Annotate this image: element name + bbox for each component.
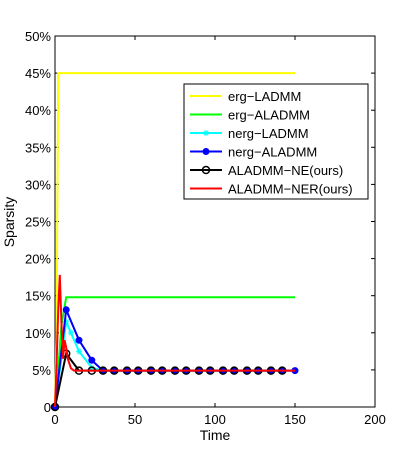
y-tick-label: 45% <box>25 66 51 81</box>
legend-label: erg−LADMM <box>228 89 301 104</box>
legend-marker <box>202 148 210 155</box>
axis-ticks: 0 50 100 150 200 0 5% 10% 15% 20% 25% 30% 35% 40% 45% 5… <box>25 29 386 427</box>
x-tick-label: 50 <box>128 412 142 427</box>
series-group <box>54 274 295 408</box>
x-tick-label: 100 <box>204 412 226 427</box>
data-point <box>88 356 96 364</box>
y-tick-label: 10% <box>25 326 51 341</box>
legend-label: erg−ALADMM <box>228 108 310 123</box>
y-axis-label: Sparsity <box>1 197 17 248</box>
x-tick-label: 0 <box>51 412 58 427</box>
y-tick-label: 5% <box>32 363 51 378</box>
data-point <box>76 348 82 355</box>
legend-label: ALADMM−NER(ours) <box>228 182 353 197</box>
x-tick-label: 200 <box>364 412 386 427</box>
y-tick-label: 40% <box>25 103 51 118</box>
data-point <box>62 306 70 314</box>
legend-label: nerg−LADMM <box>228 126 309 141</box>
series-layer <box>50 72 299 412</box>
data-point <box>63 318 70 325</box>
y-tick-label: 25% <box>25 215 51 230</box>
legend-label: ALADMM−NE(ours) <box>228 163 343 178</box>
x-tick-label: 150 <box>284 412 306 427</box>
legend-box <box>183 83 369 200</box>
y-tick-label: 20% <box>25 252 51 267</box>
y-tick-label: 35% <box>25 140 51 155</box>
legend-label: nerg−ALADMM <box>228 145 317 160</box>
y-tick-label: 15% <box>25 289 51 304</box>
y-tick-label: 0 <box>44 400 51 415</box>
y-tick-label: 30% <box>25 177 51 192</box>
y-tick-label: 50% <box>25 29 51 44</box>
data-point <box>68 329 74 336</box>
legend-marker <box>203 130 209 136</box>
data-point <box>75 336 83 344</box>
series-line <box>54 274 295 408</box>
x-axis-label: Time <box>200 427 231 443</box>
legend-marker <box>201 165 211 175</box>
legend: erg−LADMM erg−ALADMM nerg−LADMM nerg−ALADMM… <box>183 83 369 200</box>
